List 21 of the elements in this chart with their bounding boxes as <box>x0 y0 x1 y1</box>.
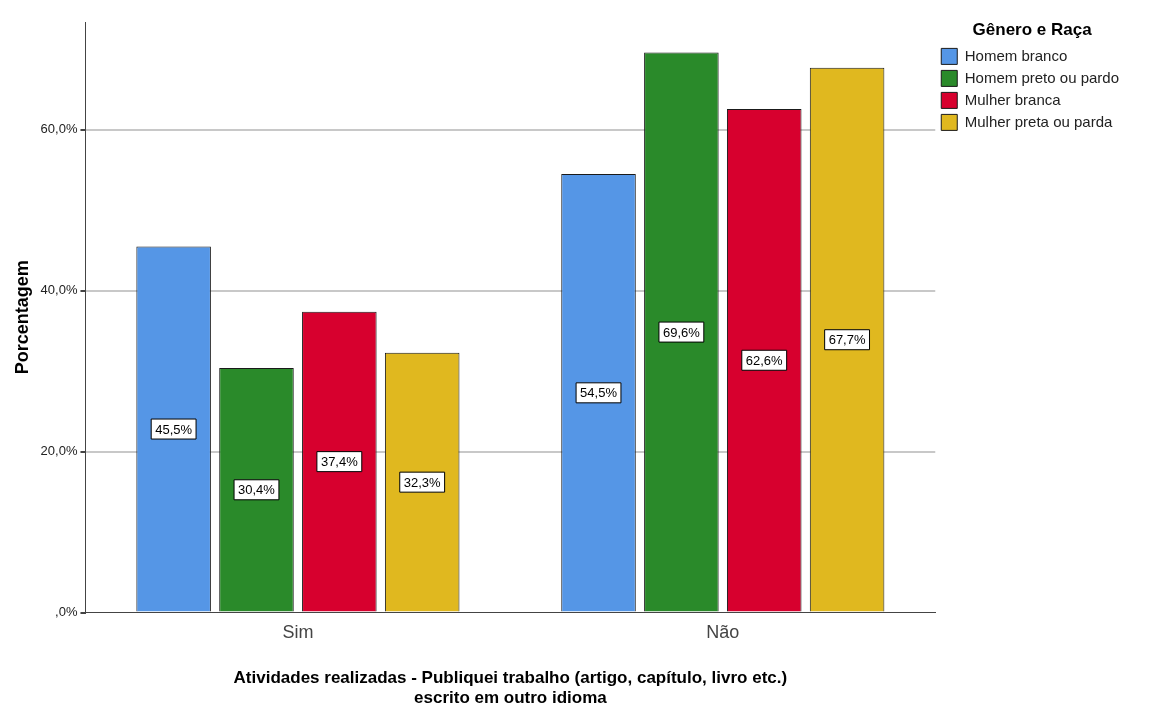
legend-label: Mulher branca <box>964 90 1062 108</box>
data-label: 45,5% <box>155 421 193 437</box>
legend-label: Homem preto ou pardo <box>964 68 1119 86</box>
data-label: 62,6% <box>745 352 784 368</box>
y-tick-label: ,0% <box>55 604 78 620</box>
x-tick-label: Sim <box>282 622 314 643</box>
legend-title: Gênero e Raça <box>972 20 1093 40</box>
data-label: 67,7% <box>828 332 866 348</box>
x-tick-label: Não <box>706 622 740 643</box>
y-axis-title: Porcentagem <box>11 260 32 375</box>
legend-label: Mulher preta ou parda <box>964 112 1113 130</box>
y-tick-label: 40,0% <box>40 282 78 298</box>
data-label: 69,6% <box>662 324 701 340</box>
legend-label: Homem branco <box>964 46 1068 64</box>
data-label: 32,3% <box>403 474 442 490</box>
data-label: 37,4% <box>320 454 359 470</box>
y-tick-label: 20,0% <box>40 443 78 459</box>
data-label: 30,4% <box>238 482 276 498</box>
x-axis-title: Atividades realizadas - Publiquei trabalho (artigo, capítulo, livro etc.) escrito em outro idioma <box>233 668 788 708</box>
y-tick-label: 60,0% <box>40 121 78 137</box>
data-label: 54,5% <box>580 385 618 401</box>
